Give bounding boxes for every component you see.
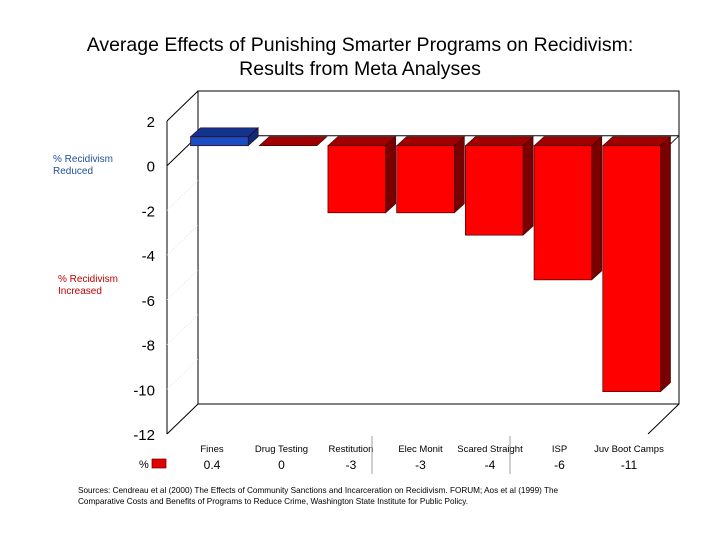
bar-top-face	[602, 136, 672, 147]
bar-top-face	[533, 136, 603, 147]
annotation-reduced-line2: Reduced	[53, 166, 93, 177]
data-table: Fines 0.4 Drug Testing 0 Restitution -3 Elec M…	[200, 436, 664, 474]
sources-line-2: Comparative Costs and Benefits of Progra…	[78, 497, 468, 506]
bar-front-face	[465, 145, 524, 236]
y-axis-ticks: 2 0 -2 -4 -6 -8 -10 -12	[133, 114, 155, 444]
data-value-label: 0	[278, 458, 285, 472]
bar-front-face	[190, 136, 249, 147]
bar-side-face	[591, 136, 603, 281]
bar	[464, 136, 534, 236]
left-wall-gridline	[166, 269, 199, 301]
bar	[602, 136, 672, 393]
category-label: Scared Straight	[457, 444, 523, 455]
bar-side-face	[522, 136, 534, 236]
data-value-label: 0.4	[204, 458, 221, 472]
y-tick-label: 2	[147, 114, 155, 131]
bar	[189, 127, 259, 147]
table-row-label: %	[139, 459, 149, 471]
left-wall-gridline	[166, 224, 199, 256]
bar-front-face	[602, 145, 661, 392]
bar-top-face	[327, 136, 397, 147]
annotation-reduced-line1: % Recidivism	[53, 154, 113, 165]
bar-top-face	[258, 136, 328, 147]
bar-top-face	[395, 136, 466, 147]
category-label: ISP	[552, 444, 567, 455]
chart-title: Average Effects of Punishing Smarter Pro…	[0, 33, 720, 81]
sources-note: Sources: Cendreau et al (2000) The Effec…	[78, 485, 638, 507]
category-label: Fines	[200, 444, 223, 455]
y-tick-label: -2	[142, 203, 155, 220]
title-line-2: Results from Meta Analyses	[239, 58, 481, 80]
y-tick-label: -6	[142, 293, 155, 310]
category-label: Restitution	[329, 444, 374, 455]
bar-top-face	[189, 127, 259, 138]
title-line-1: Average Effects of Punishing Smarter Pro…	[86, 34, 634, 56]
y-tick-label: -8	[142, 338, 155, 355]
legend-swatch	[151, 458, 167, 469]
category-label: Elec Monit	[398, 444, 443, 455]
category-label: Juv Boot Camps	[594, 444, 664, 455]
bar	[258, 136, 328, 147]
right-bottom-edge	[647, 403, 680, 435]
y-tick-label: -4	[142, 248, 155, 265]
bar-side-face	[660, 136, 671, 393]
bar-front-face	[533, 145, 593, 281]
annotation-increased-line2: Increased	[58, 286, 102, 297]
left-wall-gridline	[166, 314, 199, 345]
annotation-increased-line1: % Recidivism	[58, 274, 118, 285]
data-value-label: -4	[485, 458, 496, 472]
y-tick-label: -10	[133, 382, 155, 399]
left-wall-gridline	[166, 180, 199, 211]
left-top-edge	[166, 90, 199, 122]
data-value-label: -3	[415, 458, 426, 472]
bar	[533, 136, 603, 281]
bar-front-face	[327, 145, 386, 214]
y-tick-label: 0	[147, 159, 155, 176]
bars	[189, 127, 672, 393]
data-value-label: -3	[346, 458, 357, 472]
left-wall-gridline	[166, 359, 199, 390]
data-value-label: -11	[621, 458, 638, 472]
sources-line-1: Sources: Cendreau et al (2000) The Effec…	[78, 486, 559, 495]
left-bottom-edge	[166, 403, 199, 435]
bar-front-face	[396, 145, 455, 214]
bar	[395, 136, 466, 214]
bar-top-face	[464, 136, 534, 147]
category-label: Drug Testing	[255, 444, 308, 455]
data-value-label: -6	[554, 458, 565, 472]
bar-side-face	[385, 136, 396, 214]
bar-side-face	[454, 136, 465, 214]
y-tick-label: -12	[133, 427, 155, 444]
bar	[327, 136, 397, 214]
